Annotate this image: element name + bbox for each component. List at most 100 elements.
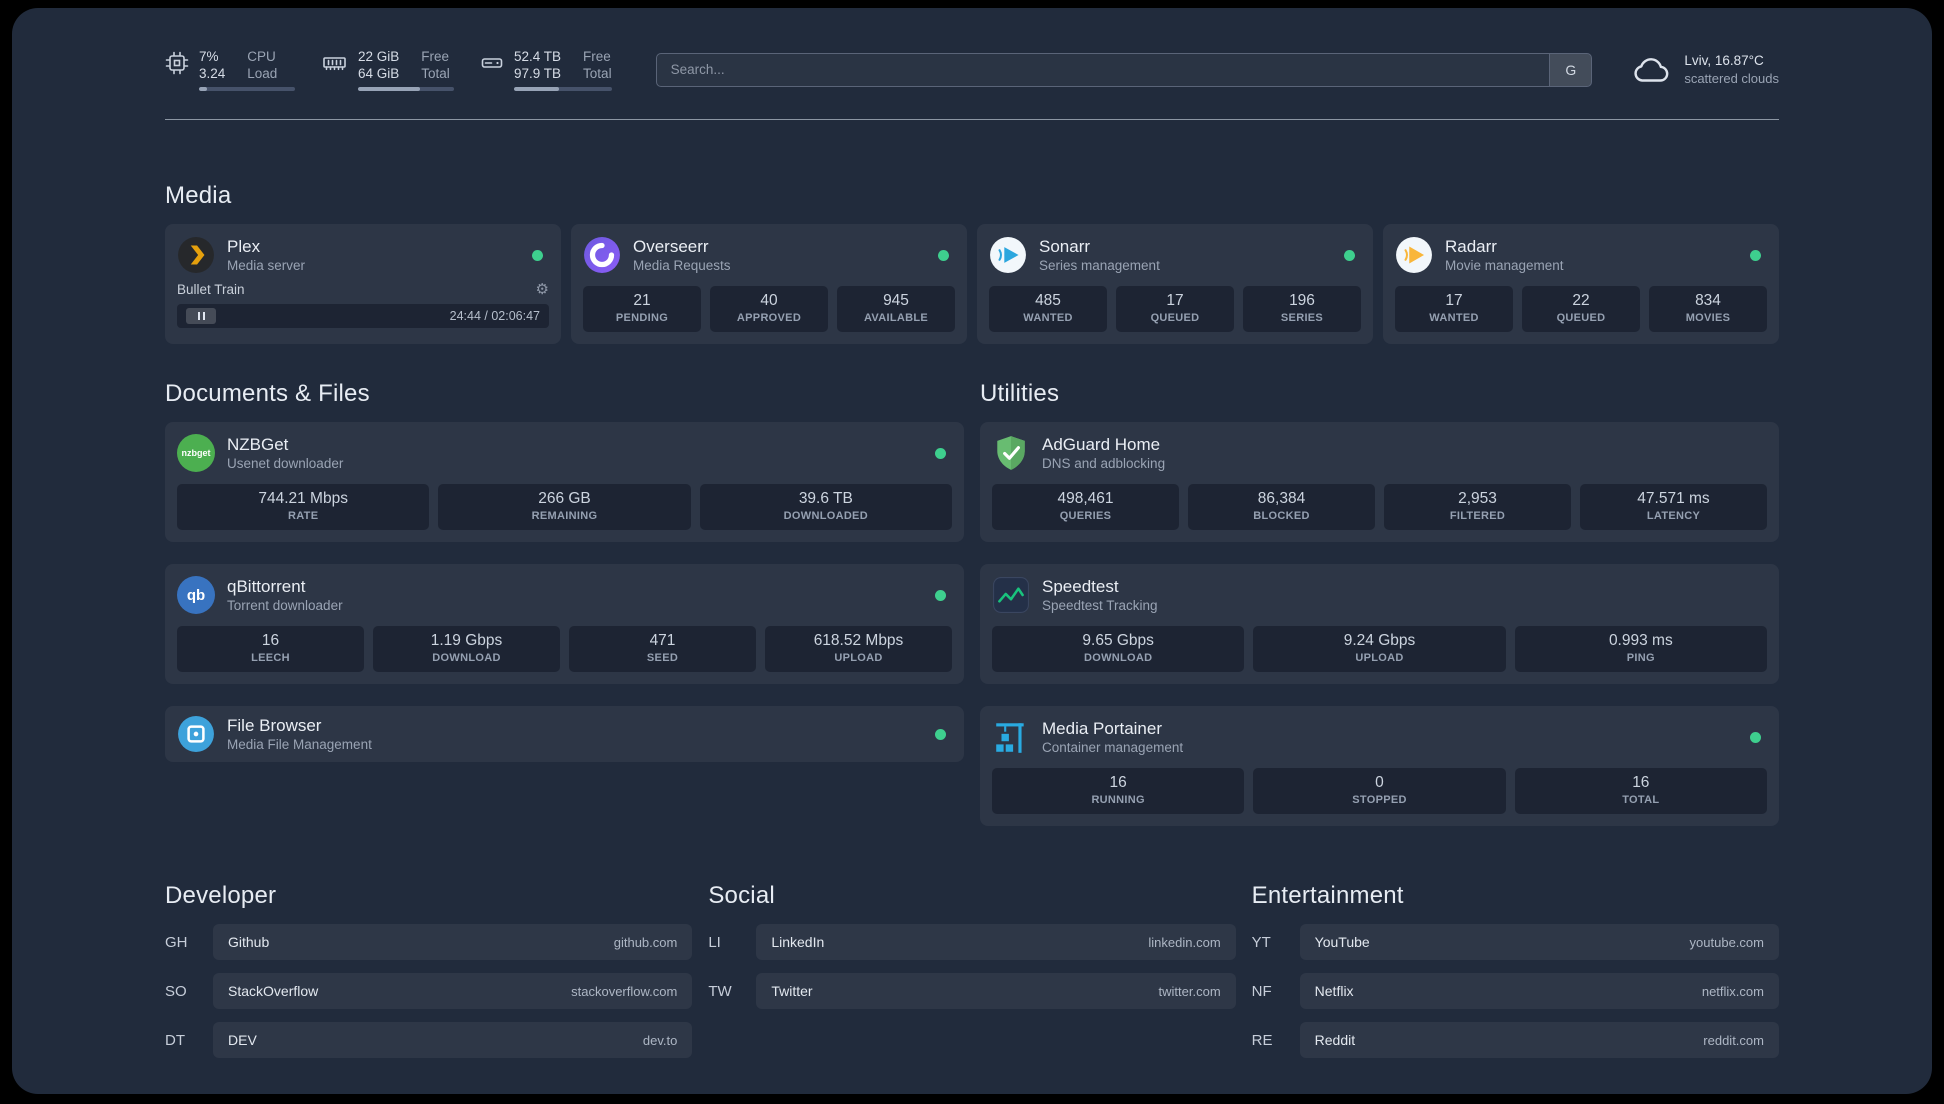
pause-icon	[197, 312, 205, 320]
stat-value: 39.6 TB	[798, 490, 853, 507]
stat-value: 17	[1166, 292, 1184, 309]
stat-value: 17	[1445, 292, 1463, 309]
bookmark-item-stackoverflow: SO StackOverflow stackoverflow.com	[165, 973, 693, 1009]
disk-icon	[480, 48, 504, 75]
stat-value: 0.993 ms	[1608, 632, 1673, 649]
bookmark-link-twitter[interactable]: Twitter twitter.com	[756, 973, 1236, 1009]
disk-usage-bar-fill	[514, 87, 559, 91]
now-playing-title: Bullet Train	[177, 282, 245, 297]
stat-value: 22	[1572, 292, 1590, 309]
stat-box: 618.52 Mbps UPLOAD	[765, 626, 952, 672]
overseerr-icon	[583, 236, 621, 274]
stat-label: SEED	[646, 652, 679, 664]
service-card-adguard[interactable]: AdGuard Home DNS and adblocking 498,461 …	[980, 422, 1779, 542]
stat-box: 1.19 Gbps DOWNLOAD	[373, 626, 560, 672]
status-dot	[532, 249, 543, 261]
stat-label: SERIES	[1280, 312, 1324, 324]
memory-free-value: 22 GiB	[358, 49, 400, 64]
stat-value: 485	[1035, 292, 1061, 309]
stat-label: WANTED	[1023, 312, 1073, 324]
stat-label: APPROVED	[736, 312, 802, 324]
plex-icon	[177, 236, 215, 274]
section-title-utilities: Utilities	[980, 380, 1060, 407]
radarr-icon	[1395, 236, 1433, 274]
service-card-qbittorrent[interactable]: qb qBittorrent Torrent downloader 16	[165, 564, 964, 684]
search-provider-button[interactable]: G	[1549, 53, 1592, 86]
cpu-load-value: 3.24	[199, 66, 226, 81]
stat-value: 744.21 Mbps	[258, 490, 348, 507]
stat-box: 945 AVAILABLE	[837, 286, 955, 332]
bookmark-name: StackOverflow	[228, 983, 319, 999]
memory-total-label: Total	[421, 66, 450, 81]
section-utilities: Utilities	[980, 380, 1779, 826]
service-name: File Browser	[227, 716, 322, 735]
memory-icon	[321, 48, 348, 75]
bookmark-url: stackoverflow.com	[571, 983, 678, 999]
section-documents: Documents & Files nzbget NZBGet Usenet d…	[165, 380, 964, 826]
bookmark-link-linkedin[interactable]: LinkedIn linkedin.com	[756, 924, 1236, 960]
bookmark-url: dev.to	[642, 1032, 678, 1048]
adguard-icon	[992, 434, 1030, 472]
service-card-plex[interactable]: Plex Media server Bullet Train ⚙ 24:44 /…	[165, 224, 561, 344]
service-card-portainer[interactable]: Media Portainer Container management 16 …	[980, 706, 1779, 826]
stat-box: 16 LEECH	[177, 626, 364, 672]
service-card-speedtest[interactable]: Speedtest Speedtest Tracking 9.65 Gbps D…	[980, 564, 1779, 684]
stat-box: 0 STOPPED	[1253, 768, 1506, 814]
service-card-radarr[interactable]: Radarr Movie management 17 WANTED 22 QUE…	[1383, 224, 1779, 344]
resource-widgets: 7% 3.24 CPU Load	[165, 48, 612, 91]
status-dot	[935, 447, 946, 459]
bookmark-abbr: SO	[165, 982, 187, 1000]
service-description: DNS and adblocking	[1042, 456, 1166, 471]
bookmark-name: Twitter	[771, 983, 813, 999]
stat-box: 22 QUEUED	[1522, 286, 1640, 332]
stat-box: 744.21 Mbps RATE	[177, 484, 430, 530]
cpu-label: CPU	[247, 49, 276, 64]
service-card-overseerr[interactable]: Overseerr Media Requests 21 PENDING 40 A…	[571, 224, 967, 344]
bookmark-link-youtube[interactable]: YouTube youtube.com	[1299, 924, 1779, 960]
bookmark-url: netflix.com	[1701, 983, 1764, 999]
bookmark-link-netflix[interactable]: Netflix netflix.com	[1299, 973, 1779, 1009]
bookmark-link-reddit[interactable]: Reddit reddit.com	[1299, 1022, 1779, 1058]
disk-total-label: Total	[583, 66, 612, 81]
stat-box: 17 QUEUED	[1116, 286, 1234, 332]
stat-label: DOWNLOAD	[432, 652, 501, 664]
stat-label: FILTERED	[1449, 510, 1506, 522]
bookmark-link-stackoverflow[interactable]: StackOverflow stackoverflow.com	[213, 973, 693, 1009]
stat-box: 17 WANTED	[1395, 286, 1513, 332]
stat-label: DOWNLOADED	[783, 510, 868, 522]
service-name: Speedtest	[1042, 577, 1119, 596]
speedtest-icon	[992, 576, 1030, 614]
bookmark-name: Github	[228, 934, 270, 950]
topbar-divider	[165, 119, 1779, 120]
gear-icon[interactable]: ⚙	[535, 281, 549, 298]
service-name: qBittorrent	[227, 577, 306, 596]
service-name: Plex	[227, 237, 261, 256]
cpu-percent: 7%	[199, 49, 219, 64]
bookmark-name: YouTube	[1314, 934, 1370, 950]
memory-widget: 22 GiB 64 GiB Free Total	[321, 48, 454, 91]
stat-box: 266 GB REMAINING	[438, 484, 691, 530]
service-card-sonarr[interactable]: Sonarr Series management 485 WANTED 17 Q…	[977, 224, 1373, 344]
pause-button[interactable]	[186, 308, 216, 324]
bookmark-link-github[interactable]: Github github.com	[213, 924, 693, 960]
bookmark-abbr: NF	[1251, 982, 1272, 1000]
bookmark-link-dev[interactable]: DEV dev.to	[213, 1022, 693, 1058]
stat-value: 834	[1695, 292, 1721, 309]
stat-label: LATENCY	[1646, 510, 1701, 522]
service-description: Usenet downloader	[227, 456, 344, 471]
stat-label: RATE	[288, 510, 319, 522]
bookmark-url: reddit.com	[1703, 1032, 1764, 1048]
bookmark-abbr: LI	[708, 933, 721, 951]
stat-box: 498,461 QUERIES	[992, 484, 1179, 530]
topbar: 7% 3.24 CPU Load	[165, 8, 1779, 91]
search-input[interactable]	[656, 53, 1550, 86]
service-card-filebrowser[interactable]: File Browser Media File Management	[165, 706, 964, 762]
disk-usage-bar	[514, 87, 612, 91]
service-card-nzbget[interactable]: nzbget NZBGet Usenet downloader 744.21 M…	[165, 422, 964, 542]
stat-box: 9.65 Gbps DOWNLOAD	[992, 626, 1245, 672]
stat-box: 39.6 TB DOWNLOADED	[699, 484, 952, 530]
service-description: Speedtest Tracking	[1042, 598, 1158, 613]
stat-value: 1.19 Gbps	[430, 632, 503, 649]
service-description: Container management	[1042, 740, 1184, 755]
stat-label: TOTAL	[1622, 794, 1660, 806]
